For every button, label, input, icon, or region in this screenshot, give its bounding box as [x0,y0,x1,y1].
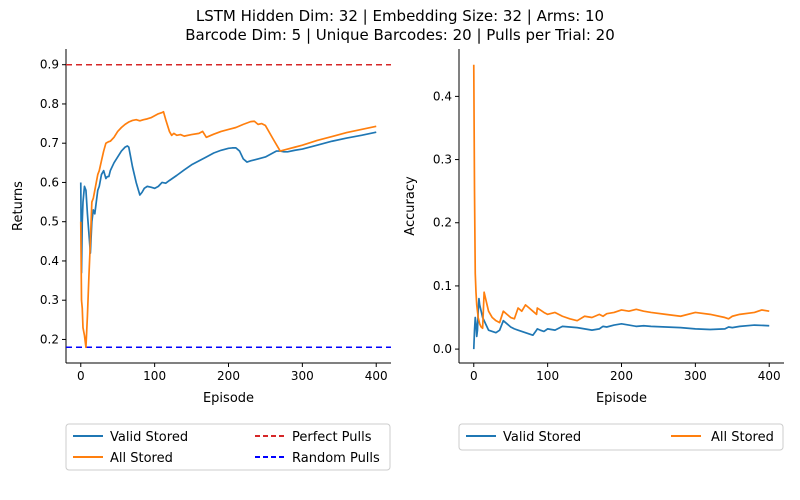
returns-ytick-label-0-2: 0.2 [40,332,59,346]
returns-ytick-label-0-6: 0.6 [40,175,59,189]
accuracy-ytick-label-0-4: 0.4 [433,89,452,103]
returns-ytick-label-0-8: 0.8 [40,97,59,111]
returns-xtick-label-100: 100 [143,369,166,383]
legend-label-all-stored: All Stored [110,451,173,466]
returns-xtick-label-0: 0 [77,369,85,383]
accuracy-series-valid-stored [472,297,770,350]
returns-series-all-stored [79,110,377,349]
accuracy-ytick-label-0-3: 0.3 [433,153,452,167]
returns-xtick-label-300: 300 [291,369,314,383]
returns-legend-frame [65,423,391,471]
accuracy-legend-frame [458,423,784,451]
accuracy-xtick-label-100: 100 [536,369,559,383]
returns-plot: 0 100 200 300 400 0.2 0.3 0.4 0.5 0.6 0.7 0.8 0.9 Epi… [11,49,391,406]
legend-label-valid-stored-accuracy: Valid Stored [503,430,581,445]
accuracy-series-all-stored [472,64,770,330]
returns-ytick-label-0-5: 0.5 [40,215,59,229]
accuracy-xtick-label-200: 200 [610,369,633,383]
accuracy-ytick-label-0: 0.0 [433,342,452,356]
figure-title-line1: LSTM Hidden Dim: 32 | Embedding Size: 32… [196,7,604,25]
legend-label-random-pulls: Random Pulls [292,451,380,466]
returns-ytick-label-0-9: 0.9 [40,58,59,72]
accuracy-xtick-label-400: 400 [758,369,781,383]
legend-label-valid-stored: Valid Stored [110,430,188,445]
legend-label-perfect-pulls: Perfect Pulls [292,430,372,445]
returns-xtick-label-200: 200 [217,369,240,383]
figure-title-line2: Barcode Dim: 5 | Unique Barcodes: 20 | P… [185,26,615,44]
accuracy-legend: Valid Stored All Stored [458,423,784,451]
accuracy-ytick-label-0-1: 0.1 [433,279,452,293]
returns-ytick-label-0-7: 0.7 [40,136,59,150]
accuracy-xtick-label-0: 0 [470,369,478,383]
returns-legend: Valid Stored All Stored Perfect Pulls Ra… [65,423,391,471]
returns-ytick-label-0-4: 0.4 [40,254,59,268]
returns-ylabel: Returns [11,181,26,231]
returns-xtick-label-400: 400 [365,369,388,383]
legend-label-all-stored-accuracy: All Stored [711,430,774,445]
accuracy-ylabel: Accuracy [403,176,418,236]
returns-xlabel: Episode [203,391,254,406]
accuracy-ytick-label-0-2: 0.2 [433,216,452,230]
returns-ytick-label-0-3: 0.3 [40,293,59,307]
accuracy-xlabel: Episode [596,391,647,406]
accuracy-xtick-label-300: 300 [684,369,707,383]
accuracy-plot: 0 100 200 300 400 0.0 0.1 0.2 0.3 0.4 Episode Accur… [403,49,784,406]
returns-series-valid-stored [79,131,377,274]
